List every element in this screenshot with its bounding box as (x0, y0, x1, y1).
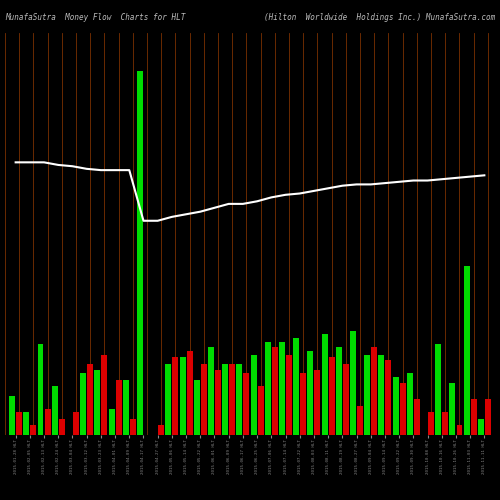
Bar (9, 396, 15, 435)
Bar (470, 398, 476, 435)
Bar (300, 372, 306, 435)
Bar (102, 354, 107, 435)
Bar (172, 357, 178, 435)
Bar (44, 409, 51, 435)
Bar (59, 420, 65, 435)
Bar (428, 412, 434, 435)
Bar (116, 380, 121, 435)
Bar (230, 364, 235, 435)
Bar (414, 398, 420, 435)
Bar (186, 350, 192, 435)
Bar (350, 331, 356, 435)
Bar (166, 364, 172, 435)
Bar (130, 420, 136, 435)
Text: MunafaSutra  Money Flow  Charts for HLT: MunafaSutra Money Flow Charts for HLT (5, 12, 186, 22)
Bar (372, 346, 378, 435)
Bar (279, 342, 285, 435)
Bar (80, 372, 86, 435)
Bar (16, 412, 22, 435)
Bar (435, 344, 441, 435)
Bar (137, 72, 143, 435)
Bar (378, 354, 384, 435)
Bar (450, 383, 456, 435)
Bar (357, 406, 363, 435)
Bar (52, 386, 58, 435)
Bar (208, 346, 214, 435)
Bar (250, 354, 256, 435)
Bar (407, 372, 413, 435)
Bar (328, 357, 334, 435)
Bar (108, 409, 114, 435)
Bar (322, 334, 328, 435)
Bar (272, 346, 278, 435)
Bar (386, 360, 392, 435)
Text: (Hilton  Worldwide  Holdings Inc.) MunafaSutra.com: (Hilton Worldwide Holdings Inc.) MunafaS… (264, 12, 495, 22)
Bar (94, 370, 100, 435)
Bar (236, 364, 242, 435)
Bar (215, 370, 221, 435)
Bar (122, 380, 128, 435)
Bar (392, 376, 398, 435)
Bar (244, 372, 250, 435)
Bar (73, 412, 79, 435)
Bar (442, 412, 448, 435)
Bar (87, 364, 93, 435)
Bar (201, 364, 207, 435)
Bar (286, 354, 292, 435)
Bar (30, 424, 36, 435)
Bar (314, 370, 320, 435)
Bar (293, 338, 299, 435)
Bar (180, 357, 186, 435)
Bar (265, 342, 270, 435)
Bar (464, 266, 469, 435)
Bar (336, 346, 342, 435)
Bar (194, 380, 200, 435)
Bar (222, 364, 228, 435)
Bar (343, 364, 349, 435)
Bar (485, 398, 491, 435)
Bar (38, 344, 44, 435)
Bar (258, 386, 264, 435)
Bar (158, 424, 164, 435)
Bar (24, 412, 30, 435)
Bar (478, 420, 484, 435)
Bar (456, 424, 462, 435)
Bar (364, 354, 370, 435)
Bar (400, 383, 406, 435)
Bar (308, 350, 314, 435)
